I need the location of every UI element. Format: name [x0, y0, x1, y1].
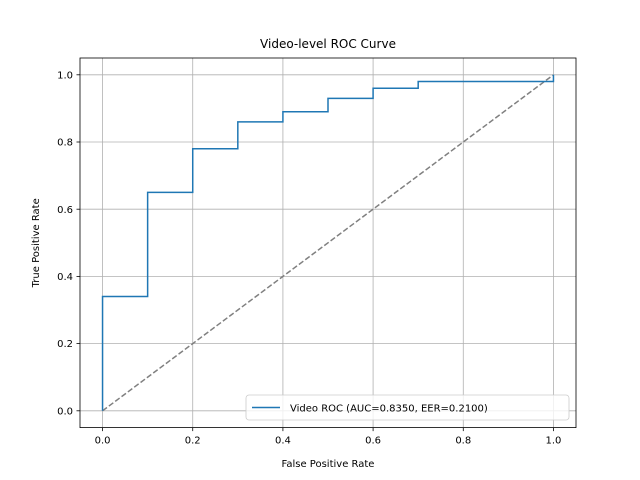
y-tick-label: 0.0 — [57, 406, 73, 417]
y-tick-label: 0.4 — [57, 272, 73, 283]
series-layer — [101, 74, 555, 412]
y-tick-label: 1.0 — [57, 70, 73, 81]
chance-diagonal-line — [102, 74, 554, 412]
y-tick-label: 0.8 — [57, 138, 73, 149]
legend-label-video-roc: Video ROC (AUC=0.8350, EER=0.2100) — [290, 404, 488, 415]
video-roc-curve — [101, 74, 555, 411]
y-tick-label: 0.2 — [57, 339, 73, 350]
ticks-layer: 0.0 0.2 0.4 0.6 0.8 1.0 0.0 0.2 0.4 0.6 0.8 1.0 — [57, 70, 561, 446]
y-tick-label: 0.6 — [57, 205, 73, 216]
y-axis-label: True Positive Rate — [31, 198, 42, 288]
x-axis-label: False Positive Rate — [282, 459, 375, 470]
x-tick-label: 0.6 — [365, 436, 381, 447]
legend-box — [245, 394, 570, 421]
x-tick-label: 0.8 — [455, 436, 471, 447]
x-tick-label: 0.2 — [185, 436, 201, 447]
chart-title: Video-level ROC Curve — [260, 37, 396, 51]
plot-frame — [79, 57, 577, 429]
x-tick-label: 0.4 — [275, 436, 291, 447]
x-tick-label: 0.0 — [95, 436, 111, 447]
legend: Video ROC (AUC=0.8350, EER=0.2100) — [245, 394, 570, 421]
x-tick-label: 1.0 — [546, 436, 562, 447]
